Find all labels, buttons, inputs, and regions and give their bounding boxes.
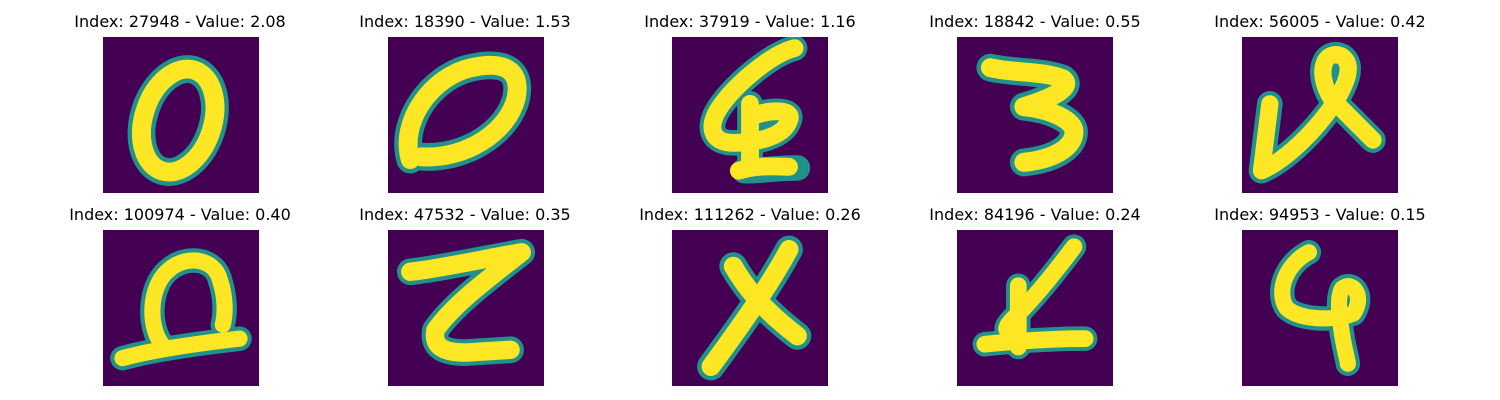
digit-image	[672, 37, 828, 193]
digit-stroke	[972, 234, 1098, 360]
panel-title: Index: 84196 - Value: 0.24	[929, 205, 1141, 224]
panel-9: Index: 84196 - Value: 0.24	[910, 195, 1160, 386]
digit-stroke	[394, 51, 532, 174]
panel-3: Index: 37919 - Value: 1.16	[625, 2, 875, 193]
digit-image	[1242, 230, 1398, 386]
digit-image	[388, 37, 544, 193]
digit-stroke	[1270, 240, 1371, 376]
digit-image	[672, 230, 828, 386]
panel-6: Index: 100974 - Value: 0.40	[55, 195, 305, 386]
panel-title: Index: 18390 - Value: 1.53	[359, 12, 571, 31]
panel-1: Index: 27948 - Value: 2.08	[55, 2, 305, 193]
digit-stroke	[396, 238, 536, 366]
panel-title: Index: 100974 - Value: 0.40	[69, 205, 291, 224]
panel-title: Index: 27948 - Value: 2.08	[74, 12, 286, 31]
digit-stroke	[110, 248, 252, 371]
panel-title: Index: 18842 - Value: 0.55	[929, 12, 1141, 31]
digit-stroke	[1248, 42, 1386, 184]
digit-image	[388, 230, 544, 386]
panel-2: Index: 18390 - Value: 1.53	[340, 2, 590, 193]
digit-stroke	[976, 53, 1088, 177]
panel-title: Index: 37919 - Value: 1.16	[644, 12, 856, 31]
panel-4: Index: 18842 - Value: 0.55	[910, 2, 1160, 193]
digit-image	[103, 230, 259, 386]
panel-8: Index: 111262 - Value: 0.26	[625, 195, 875, 386]
panel-title: Index: 94953 - Value: 0.15	[1214, 205, 1426, 224]
panel-title: Index: 47532 - Value: 0.35	[359, 205, 571, 224]
digit-image	[957, 230, 1113, 386]
digit-stroke	[127, 55, 229, 186]
panel-title: Index: 111262 - Value: 0.26	[639, 205, 861, 224]
digit-image	[103, 37, 259, 193]
panel-7: Index: 47532 - Value: 0.35	[340, 195, 590, 386]
digit-stroke	[699, 37, 811, 184]
panel-5: Index: 56005 - Value: 0.42	[1195, 2, 1445, 193]
panel-10: Index: 94953 - Value: 0.15	[1195, 195, 1445, 386]
digit-image	[957, 37, 1113, 193]
digit-stroke	[697, 235, 812, 381]
digit-image	[1242, 37, 1398, 193]
panel-title: Index: 56005 - Value: 0.42	[1214, 12, 1426, 31]
